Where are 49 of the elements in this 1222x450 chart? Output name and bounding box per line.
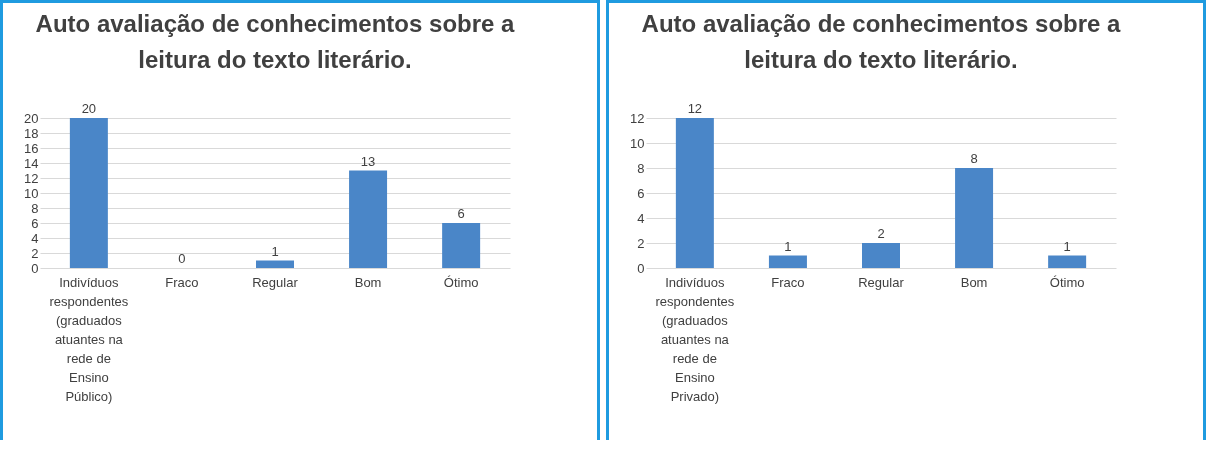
y-tick-label: 18 <box>24 125 39 141</box>
bar <box>349 170 388 268</box>
bar <box>768 255 807 268</box>
y-tick-label: 0 <box>637 260 645 276</box>
y-tick-label: 12 <box>630 110 645 126</box>
bar <box>69 118 108 268</box>
y-tick-label: 2 <box>637 235 645 251</box>
y-tick-label: 12 <box>24 170 39 186</box>
y-tick-label: 4 <box>637 210 645 226</box>
y-tick-label: 14 <box>24 155 39 171</box>
x-tick-label: Ótimo <box>1049 274 1085 290</box>
data-label: 1 <box>271 243 279 259</box>
x-tick-label: Fraco <box>771 274 805 290</box>
x-tick-label: Bom <box>960 274 988 290</box>
y-tick-label: 20 <box>24 110 39 126</box>
chart-title: Auto avaliação de conhecimentos sobre a leitura do texto literário. <box>35 10 516 73</box>
x-tick-label: Indivíduos respondentes (graduados atuantes na rede de Ensino Público) <box>49 274 129 404</box>
data-label: 13 <box>360 153 376 169</box>
data-label: 2 <box>877 226 885 241</box>
data-label: 1 <box>784 238 792 254</box>
x-tick-label: Bom <box>354 274 382 290</box>
data-label: 6 <box>457 206 465 221</box>
y-tick-label: 10 <box>630 135 645 151</box>
y-tick-label: 6 <box>31 215 39 231</box>
bar <box>442 223 481 268</box>
data-label: 8 <box>970 151 978 166</box>
y-tick-label: 6 <box>637 185 645 201</box>
x-tick-label: Regular <box>858 274 905 290</box>
y-tick-label: 8 <box>31 200 39 216</box>
y-tick-label: 16 <box>24 140 39 156</box>
bar <box>256 260 294 268</box>
bar <box>955 168 994 268</box>
x-tick-label: Fraco <box>165 274 199 290</box>
x-tick-label: Indivíduos respondentes (graduados atuantes na rede de Ensino Privado) <box>655 274 735 404</box>
y-tick-label: 0 <box>31 260 39 276</box>
data-label: 20 <box>81 101 97 116</box>
y-tick-label: 2 <box>31 245 39 261</box>
bar <box>1048 255 1087 268</box>
chart-title: Auto avaliação de conhecimentos sobre a leitura do texto literário. <box>641 10 1122 73</box>
x-tick-label: Regular <box>252 274 299 290</box>
data-label: 0 <box>178 251 186 266</box>
bar <box>862 243 900 268</box>
x-tick-label: Ótimo <box>443 274 479 290</box>
y-tick-label: 4 <box>31 230 39 246</box>
y-tick-label: 8 <box>637 160 645 176</box>
y-tick-label: 10 <box>24 185 39 201</box>
bar <box>675 118 714 268</box>
data-label: 12 <box>687 101 703 116</box>
data-label: 1 <box>1063 238 1071 254</box>
